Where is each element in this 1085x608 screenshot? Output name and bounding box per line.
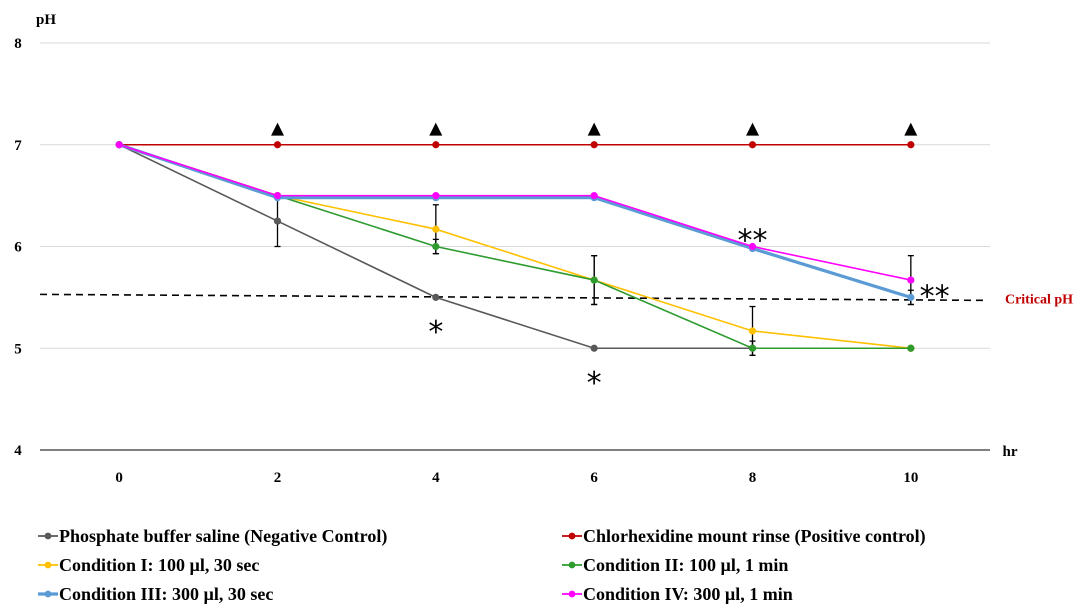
legend-label: Phosphate buffer saline (Negative Contro… bbox=[59, 526, 387, 547]
data-point-s6 bbox=[115, 141, 123, 149]
series-line-6 bbox=[118, 143, 911, 281]
data-point-s1 bbox=[590, 344, 598, 352]
y-axis-title: pH bbox=[36, 12, 56, 28]
data-point-s6 bbox=[748, 242, 757, 251]
data-point-s5 bbox=[907, 293, 915, 301]
triangle-annotation: ▲ bbox=[271, 118, 285, 138]
data-point-s2 bbox=[748, 141, 757, 149]
data-point-s4 bbox=[432, 242, 440, 251]
grid bbox=[40, 42, 990, 451]
significance-annotations: ▲ ▲ ▲ ▲ ▲****** bbox=[271, 118, 950, 400]
critical-ph-dashed-line bbox=[39, 293, 986, 302]
x-axis-title: hr bbox=[1003, 444, 1018, 460]
legend-swatch-marker bbox=[44, 590, 52, 598]
x-tick-label: 8 bbox=[749, 470, 757, 486]
data-point-s2 bbox=[590, 141, 598, 149]
error-bars bbox=[274, 194, 914, 357]
series-line-5 bbox=[118, 143, 912, 299]
legend-item-2: Chlorhexidine mount rinse (Positive cont… bbox=[562, 526, 926, 547]
critical-ph-label: Critical pH bbox=[1005, 292, 1073, 307]
legend-item-3: Condition I: 100 µl, 30 sec bbox=[38, 555, 259, 575]
triangle-annotation: ▲ bbox=[904, 118, 918, 138]
x-tick-label: 0 bbox=[115, 470, 123, 486]
data-point-s6 bbox=[590, 192, 598, 200]
legend-label: Condition II: 100 µl, 1 min bbox=[583, 555, 788, 575]
y-tick-label: 5 bbox=[14, 341, 22, 357]
legend-swatch-marker bbox=[44, 561, 52, 569]
x-tick-label: 10 bbox=[903, 470, 918, 486]
legend-label: Condition I: 100 µl, 30 sec bbox=[59, 555, 259, 575]
legend-item-6: Condition IV: 300 µl, 1 min bbox=[562, 584, 793, 604]
series-lines bbox=[115, 141, 915, 352]
data-point-s2 bbox=[907, 141, 915, 149]
data-point-s1 bbox=[432, 293, 440, 301]
data-point-s3 bbox=[432, 225, 440, 233]
legend-item-1: Phosphate buffer saline (Negative Contro… bbox=[38, 526, 387, 547]
legend-label: Chlorhexidine mount rinse (Positive cont… bbox=[583, 526, 926, 547]
asterisk-annotation: * bbox=[587, 366, 602, 401]
legend-swatch-marker bbox=[44, 532, 52, 540]
data-point-s4 bbox=[907, 344, 915, 352]
y-tick-label: 7 bbox=[14, 138, 22, 154]
data-point-s6 bbox=[273, 192, 282, 200]
triangle-annotation: ▲ bbox=[746, 118, 760, 138]
triangle-annotation: ▲ bbox=[588, 118, 602, 138]
legend-label: Condition III: 300 µl, 30 sec bbox=[59, 584, 273, 604]
x-tick-label: 4 bbox=[432, 470, 440, 486]
data-point-s6 bbox=[907, 276, 915, 284]
data-point-s3 bbox=[748, 327, 757, 335]
data-point-s4 bbox=[590, 276, 598, 284]
critical-ph-line: Critical pH bbox=[39, 292, 1073, 307]
data-point-s1 bbox=[273, 217, 282, 225]
data-point-s6 bbox=[432, 192, 440, 200]
triangle-annotation: ▲ bbox=[429, 118, 443, 138]
asterisk-annotation: ** bbox=[738, 223, 768, 258]
legend-item-4: Condition II: 100 µl, 1 min bbox=[562, 555, 788, 575]
x-tick-label: 6 bbox=[590, 470, 598, 486]
data-point-s4 bbox=[748, 344, 757, 352]
legend-label: Condition IV: 300 µl, 1 min bbox=[583, 584, 793, 604]
data-point-s2 bbox=[273, 141, 282, 149]
legend: Phosphate buffer saline (Negative Contro… bbox=[38, 526, 926, 604]
legend-swatch-marker bbox=[568, 590, 576, 598]
asterisk-annotation: * bbox=[428, 315, 443, 350]
x-tick-label: 2 bbox=[274, 470, 282, 486]
axis-ticks: 4 5 6 7 8 0 2 4 6 8 10 bbox=[14, 36, 918, 486]
y-tick-label: 4 bbox=[14, 443, 22, 459]
y-tick-label: 8 bbox=[14, 36, 22, 52]
legend-item-5: Condition III: 300 µl, 30 sec bbox=[38, 584, 273, 604]
y-tick-label: 6 bbox=[14, 240, 22, 256]
asterisk-annotation: ** bbox=[920, 279, 950, 314]
data-point-s2 bbox=[432, 141, 440, 149]
legend-swatch-marker bbox=[568, 561, 576, 569]
legend-swatch-marker bbox=[568, 532, 576, 540]
